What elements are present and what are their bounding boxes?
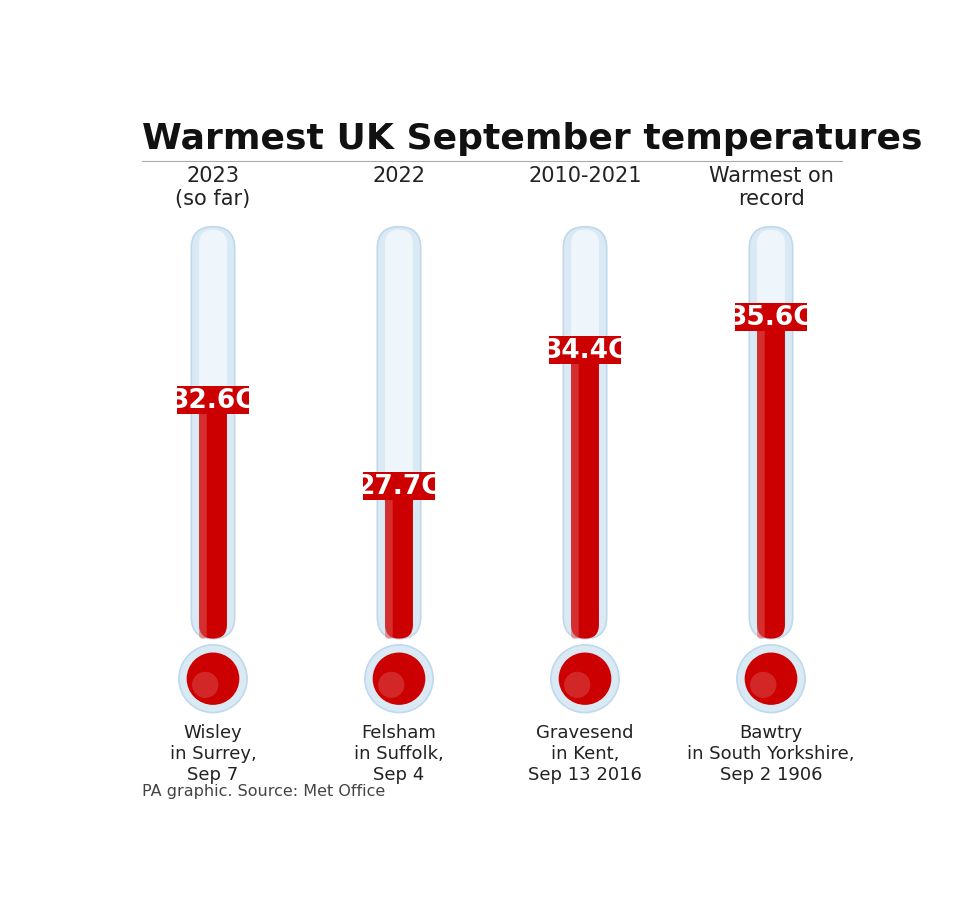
Circle shape xyxy=(551,645,619,713)
Text: Gravesend
in Kent,
Sep 13 2016: Gravesend in Kent, Sep 13 2016 xyxy=(528,723,642,783)
Circle shape xyxy=(745,653,798,705)
Circle shape xyxy=(192,672,219,698)
FancyBboxPatch shape xyxy=(199,231,227,639)
Circle shape xyxy=(750,672,777,698)
FancyBboxPatch shape xyxy=(571,351,599,639)
Text: 34.4C: 34.4C xyxy=(542,338,627,364)
FancyBboxPatch shape xyxy=(199,400,206,639)
Text: Felsham
in Suffolk,
Sep 4: Felsham in Suffolk, Sep 4 xyxy=(354,723,444,783)
FancyBboxPatch shape xyxy=(571,231,599,639)
Circle shape xyxy=(372,653,425,705)
FancyBboxPatch shape xyxy=(564,227,607,639)
Circle shape xyxy=(378,672,404,698)
FancyBboxPatch shape xyxy=(377,227,420,639)
Circle shape xyxy=(179,645,247,713)
Circle shape xyxy=(186,653,239,705)
FancyBboxPatch shape xyxy=(199,400,227,639)
Circle shape xyxy=(559,653,612,705)
Circle shape xyxy=(372,653,425,705)
FancyBboxPatch shape xyxy=(757,318,785,639)
Text: 2022: 2022 xyxy=(372,166,425,186)
FancyBboxPatch shape xyxy=(571,351,579,639)
Text: PA graphic. Source: Met Office: PA graphic. Source: Met Office xyxy=(142,784,385,798)
Circle shape xyxy=(737,645,805,713)
FancyBboxPatch shape xyxy=(385,487,413,639)
FancyBboxPatch shape xyxy=(363,473,435,501)
FancyBboxPatch shape xyxy=(385,231,413,639)
Text: 27.7C: 27.7C xyxy=(357,474,442,500)
Text: Warmest on
record: Warmest on record xyxy=(708,166,833,209)
FancyBboxPatch shape xyxy=(757,231,785,639)
FancyBboxPatch shape xyxy=(549,337,621,364)
FancyBboxPatch shape xyxy=(735,304,806,332)
Text: Wisley
in Surrey,
Sep 7: Wisley in Surrey, Sep 7 xyxy=(170,723,256,783)
Circle shape xyxy=(559,653,612,705)
Text: Warmest UK September temperatures: Warmest UK September temperatures xyxy=(142,122,923,156)
FancyBboxPatch shape xyxy=(750,227,793,639)
Text: 32.6C: 32.6C xyxy=(171,387,255,413)
Circle shape xyxy=(186,653,239,705)
Circle shape xyxy=(745,653,798,705)
FancyBboxPatch shape xyxy=(178,386,249,414)
Text: Bawtry
in South Yorkshire,
Sep 2 1906: Bawtry in South Yorkshire, Sep 2 1906 xyxy=(687,723,854,783)
FancyBboxPatch shape xyxy=(757,318,765,639)
Circle shape xyxy=(564,672,590,698)
FancyBboxPatch shape xyxy=(385,487,393,639)
Text: 2010-2021: 2010-2021 xyxy=(528,166,641,186)
Circle shape xyxy=(365,645,433,713)
Text: 35.6C: 35.6C xyxy=(729,305,813,331)
Text: 2023
(so far): 2023 (so far) xyxy=(176,166,251,209)
FancyBboxPatch shape xyxy=(191,227,234,639)
